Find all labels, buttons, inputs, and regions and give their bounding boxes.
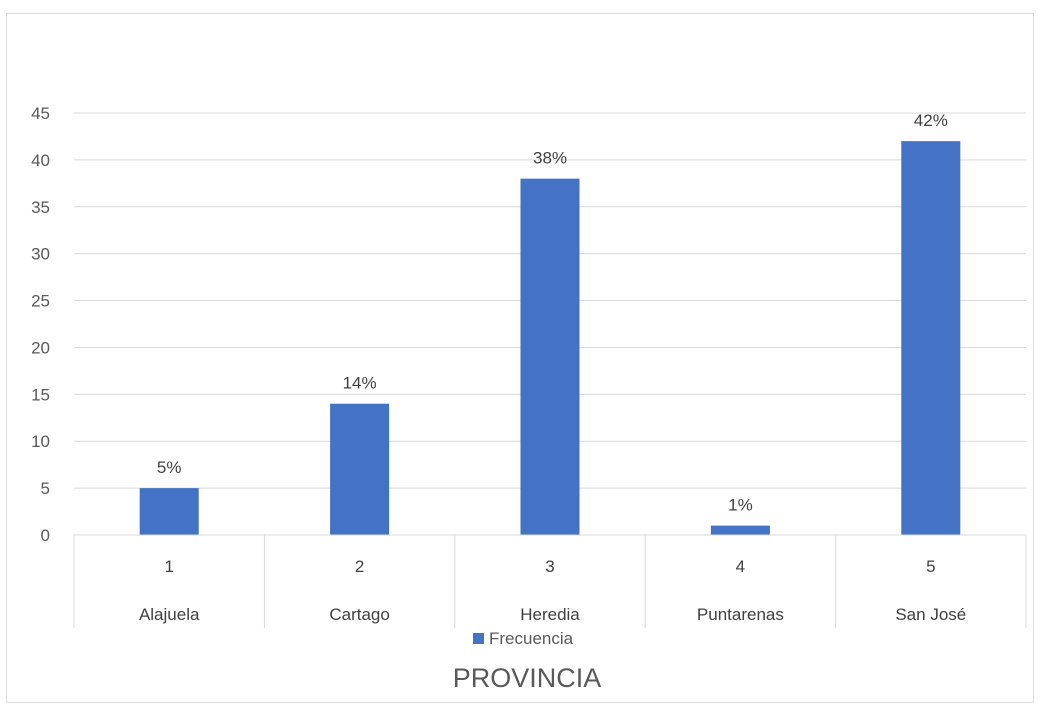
y-tick-label: 20: [31, 338, 50, 357]
x-tick-label: 5: [926, 557, 935, 576]
x-tick-label: 4: [736, 557, 745, 576]
bar: [710, 525, 770, 535]
y-tick-label: 25: [31, 292, 50, 311]
data-label: 38%: [533, 149, 567, 168]
x-tick-label: 2: [355, 557, 364, 576]
bar: [520, 178, 580, 535]
legend: Frecuencia: [473, 629, 574, 648]
bars: [139, 141, 961, 535]
legend-swatch-frecuencia: [473, 633, 484, 644]
y-axis: 0 5 10 15 20 25 30 35 40 45: [31, 104, 50, 545]
x-tick-label: 3: [545, 557, 554, 576]
x-tick-label: 1: [164, 557, 173, 576]
y-tick-label: 35: [31, 198, 50, 217]
y-tick-label: 15: [31, 385, 50, 404]
bar: [139, 488, 199, 535]
data-label: 1%: [728, 496, 753, 515]
x-group-label: San José: [895, 605, 966, 624]
y-tick-label: 40: [31, 151, 50, 170]
x-axis: 1 Alajuela 2 Cartago 3 Heredia 4 Puntarenas 5 San…: [73, 534, 1027, 628]
x-group-label: Heredia: [520, 605, 580, 624]
y-tick-label: 5: [41, 479, 50, 498]
y-tick-label: 30: [31, 245, 50, 264]
y-tick-label: 45: [31, 104, 50, 123]
bar: [901, 141, 961, 535]
x-group-label: Puntarenas: [697, 605, 784, 624]
y-tick-label: 10: [31, 432, 50, 451]
data-label: 42%: [914, 111, 948, 130]
x-group-label: Alajuela: [139, 605, 200, 624]
data-label: 14%: [343, 374, 377, 393]
bar: [330, 403, 390, 535]
data-labels: 5% 14% 38% 1% 42%: [157, 111, 948, 514]
chart-frame: [6, 13, 1034, 703]
x-axis-title: PROVINCIA: [453, 663, 602, 693]
x-group-label: Cartago: [329, 605, 389, 624]
y-tick-label: 0: [41, 526, 50, 545]
data-label: 5%: [157, 458, 182, 477]
legend-label-frecuencia: Frecuencia: [489, 629, 574, 648]
